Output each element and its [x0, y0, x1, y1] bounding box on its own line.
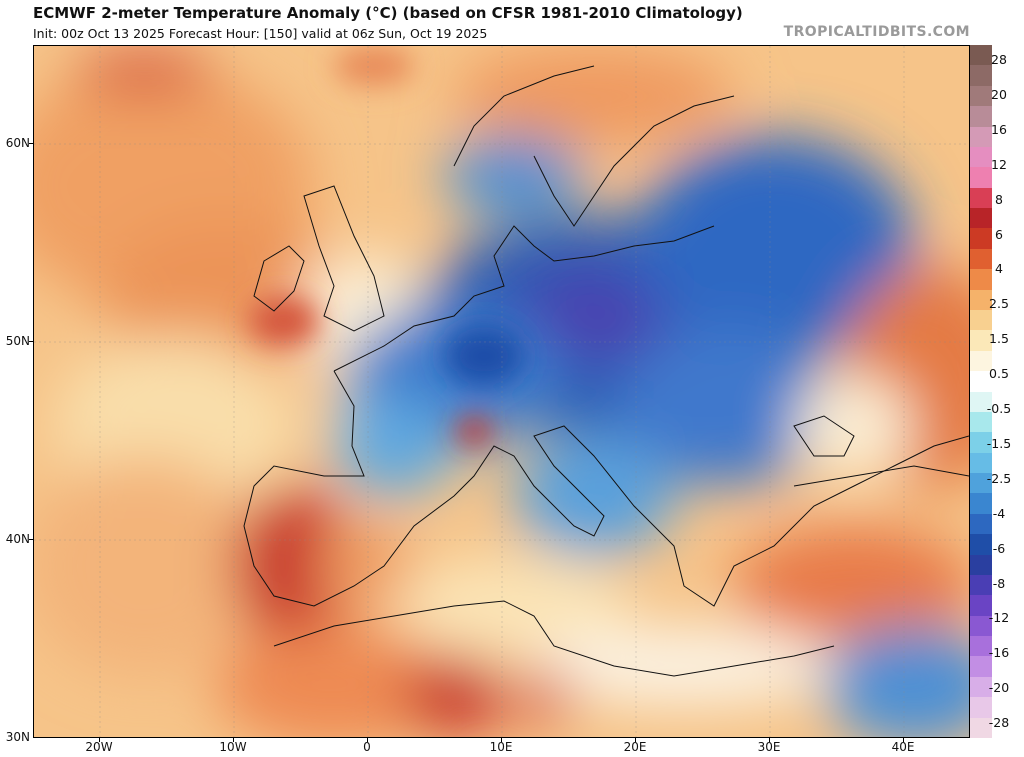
- colorbar-label: -8: [992, 575, 1006, 591]
- colorbar-swatch: [970, 391, 992, 413]
- colorbar-swatch: [970, 309, 992, 331]
- colorbar-swatch: [970, 45, 992, 66]
- map-subtitle: Init: 00z Oct 13 2025 Forecast Hour: [15…: [33, 26, 488, 41]
- lon-tick: [99, 738, 100, 742]
- anomaly-field: [34, 46, 969, 737]
- lon-label-0: 0: [363, 740, 371, 754]
- great-britain-outline: [303, 185, 385, 332]
- colorbar-label: -6: [992, 540, 1006, 556]
- lon-tick: [367, 738, 368, 742]
- colorbar-label: 16: [991, 121, 1007, 137]
- colorbar-swatch: [970, 187, 992, 209]
- colorbar-label: -16: [988, 645, 1010, 661]
- lat-label-50n: 50N: [5, 334, 30, 348]
- colorbar-label: -2.5: [986, 470, 1012, 486]
- colorbar-swatch: [970, 350, 992, 372]
- colorbar-swatch: [970, 228, 992, 250]
- ireland-outline: [253, 245, 305, 312]
- colorbar-swatch: [970, 574, 992, 596]
- colorbar-swatch: [970, 554, 992, 576]
- map-canvas: [34, 46, 969, 737]
- colorbar-swatch: [970, 534, 992, 556]
- coastlines: [243, 65, 969, 677]
- africa-coast: [273, 600, 835, 677]
- colorbar-swatch: [970, 85, 992, 107]
- colorbar-swatch: [970, 432, 992, 454]
- colorbar-swatch: [970, 615, 992, 637]
- lon-tick: [233, 738, 234, 742]
- lat-label-30n: 30N: [5, 730, 30, 744]
- south-coast: [243, 370, 969, 607]
- colorbar-label: 12: [991, 156, 1007, 172]
- colorbar-label: 28: [991, 52, 1007, 67]
- colorbar-swatch: [970, 248, 992, 270]
- colorbar-label: 8: [995, 191, 1003, 207]
- colorbar-swatch: [970, 493, 992, 515]
- colorbar-swatch: [970, 595, 992, 617]
- lon-label-10w: 10W: [219, 740, 247, 754]
- colorbar-swatch: [970, 717, 992, 739]
- lon-tick: [635, 738, 636, 742]
- colorbar-swatch: [970, 636, 992, 657]
- colorbar-swatch: [970, 513, 992, 535]
- lon-label-20e: 20E: [623, 740, 647, 754]
- lat-tick: [29, 143, 34, 144]
- colorbar-swatch: [970, 167, 992, 189]
- colorbar-label: -12: [988, 610, 1010, 626]
- lat-tick: [29, 539, 34, 540]
- norway-coast: [453, 65, 595, 167]
- lon-label-20w: 20W: [85, 740, 113, 754]
- colorbar-swatch: [970, 208, 992, 229]
- colorbar-swatch: [970, 697, 992, 719]
- colorbar-swatch: [970, 269, 992, 291]
- brand-watermark[interactable]: TROPICALTIDBITS.COM: [783, 24, 970, 40]
- colorbar-label: -20: [988, 680, 1010, 696]
- lon-tick: [769, 738, 770, 742]
- black-sea-south: [793, 465, 969, 487]
- colorbar-swatch: [970, 452, 992, 474]
- colorbar-swatch: [970, 656, 992, 678]
- colorbar-label: 1.5: [989, 331, 1009, 347]
- crimea-outline: [793, 415, 855, 457]
- colorbar-label: 6: [995, 226, 1003, 242]
- anomaly-detail: [249, 46, 524, 445]
- map-title: ECMWF 2-meter Temperature Anomaly (°C) (…: [33, 4, 743, 22]
- colorbar-swatch: [970, 676, 992, 698]
- colorbar-swatch: [970, 65, 992, 87]
- lon-label-40e: 40E: [891, 740, 915, 754]
- lon-label-10e: 10E: [489, 740, 513, 754]
- colorbar-swatch: [970, 330, 992, 352]
- lat-tick: [29, 341, 34, 342]
- lon-tick: [903, 738, 904, 742]
- colorbar-swatch: [970, 371, 992, 392]
- colorbar-swatch: [970, 411, 992, 433]
- anomaly-map: [33, 45, 970, 738]
- lon-label-30e: 30E: [757, 740, 781, 754]
- lon-tick: [501, 738, 502, 742]
- lat-label-60n: 60N: [5, 136, 30, 150]
- colorbar-swatch: [970, 289, 992, 311]
- colorbar-swatch: [970, 146, 992, 168]
- colorbar-label: -1.5: [986, 435, 1012, 451]
- colorbar-label: 0.5: [989, 366, 1009, 382]
- sweden-finland-coast: [533, 95, 735, 227]
- colorbar-label: -0.5: [986, 401, 1012, 416]
- colorbar-swatch: [970, 106, 992, 128]
- graticule: [34, 46, 969, 737]
- lat-label-40n: 40N: [5, 532, 30, 546]
- colorbar-swatch: [970, 126, 992, 148]
- colorbar-swatch: [970, 473, 992, 494]
- colorbar: [970, 45, 992, 739]
- colorbar-label: 4: [995, 261, 1003, 277]
- colorbar-label: 2.5: [989, 296, 1009, 312]
- colorbar-label: -28: [988, 715, 1010, 731]
- colorbar-label: 20: [991, 86, 1007, 102]
- colorbar-label: -4: [992, 505, 1006, 521]
- north-coast: [333, 225, 715, 372]
